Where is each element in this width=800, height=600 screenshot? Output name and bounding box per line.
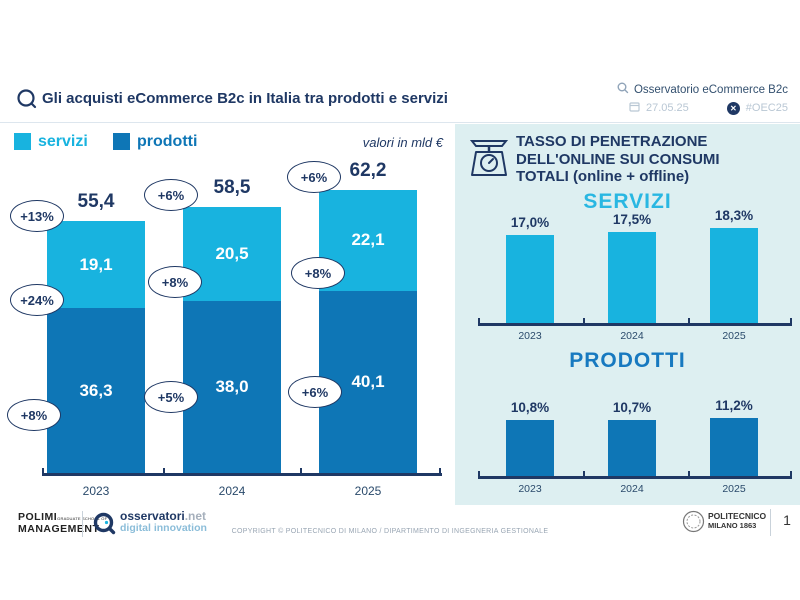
- prodotti-x-axis: [478, 476, 792, 479]
- copyright-text: COPYRIGHT © POLITECNICO DI MILANO / DIPA…: [231, 528, 549, 535]
- mini-label-prodotti-2024: 10,7%: [612, 400, 652, 416]
- mini-year-servizi-2024: 2024: [620, 330, 644, 342]
- growth-bubble-servizi-2025: +8%: [291, 257, 345, 289]
- mini-year-servizi-2025: 2025: [722, 330, 746, 342]
- axis-tick: [790, 318, 792, 325]
- axis-tick: [300, 468, 302, 475]
- mini-year-servizi-2023: 2023: [518, 330, 542, 342]
- politecnico-milano-logo: POLITECNICO MILANO 1863: [708, 511, 767, 531]
- page-number: 1: [783, 512, 791, 528]
- year-label-2025: 2025: [354, 484, 382, 498]
- event-hashtag: #OEC25: [745, 102, 788, 114]
- axis-tick: [688, 318, 690, 325]
- header-meta: Osservatorio eCommerce B2c 27.05.25 ✕ #O…: [578, 82, 788, 115]
- mini-label-prodotti-2025: 11,2%: [715, 397, 753, 413]
- axis-tick: [478, 318, 480, 325]
- axis-tick: [439, 468, 441, 475]
- growth-bubble-prodotti-2023: +8%: [7, 399, 61, 431]
- mini-bar-prodotti-2024: [608, 420, 656, 476]
- mini-label-prodotti-2023: 10,8%: [510, 399, 550, 415]
- page-title: Gli acquisti eCommerce B2c in Italia tra…: [42, 90, 448, 107]
- servizi-x-axis: [478, 323, 792, 326]
- growth-bubble-servizi-2023: +24%: [10, 284, 64, 316]
- growth-bubble-prodotti-2025: +6%: [288, 376, 342, 408]
- growth-bubble-total-2023: +13%: [10, 200, 64, 232]
- mini-year-prodotti-2024: 2024: [620, 483, 644, 495]
- legend-label-servizi: servizi: [38, 133, 88, 150]
- axis-tick: [688, 471, 690, 478]
- total-label-2023: 55,4: [77, 191, 115, 213]
- osservatori-logo-icon: [92, 511, 117, 541]
- title-magnifier-icon: [16, 88, 38, 115]
- growth-bubble-total-2025: +6%: [287, 161, 341, 193]
- year-label-2023: 2023: [82, 484, 110, 498]
- event-date: 27.05.25: [645, 102, 689, 114]
- footer-divider: [82, 511, 83, 537]
- growth-bubble-prodotti-2024: +5%: [144, 381, 198, 413]
- main-x-axis: [42, 473, 442, 476]
- panel-title: TASSO DI PENETRAZIONE DELL'ONLINE SUI CO…: [516, 133, 720, 185]
- mini-bar-prodotti-2023: [506, 419, 554, 476]
- calendar-icon: [629, 101, 640, 115]
- axis-tick: [42, 468, 44, 475]
- growth-bubble-total-2024: +6%: [144, 179, 198, 211]
- mini-bar-prodotti-2025: [710, 417, 758, 476]
- axis-tick: [163, 468, 165, 475]
- total-label-2024: 58,5: [213, 176, 251, 198]
- mini-year-prodotti-2023: 2023: [518, 483, 542, 495]
- prodotti-section-title: PRODOTTI: [569, 349, 686, 372]
- legend-label-prodotti: prodotti: [137, 133, 198, 150]
- legend-swatch-prodotti: [113, 133, 130, 150]
- kitchen-scale-icon: [466, 133, 512, 186]
- header-divider: [0, 122, 800, 123]
- osservatorio-logo-icon: [617, 82, 629, 97]
- observatory-name: Osservatorio eCommerce B2c: [633, 83, 788, 96]
- axis-tick: [583, 471, 585, 478]
- servizi-section-title: SERVIZI: [583, 190, 672, 213]
- axis-tick: [583, 318, 585, 325]
- bar-2023-servizi: 19,1: [47, 221, 145, 309]
- x-twitter-icon: ✕: [726, 101, 740, 115]
- mini-label-servizi-2024: 17,5%: [612, 212, 652, 227]
- mini-label-servizi-2023: 17,0%: [510, 214, 550, 230]
- mini-bar-servizi-2025: [710, 227, 758, 323]
- year-label-2024: 2024: [218, 484, 246, 498]
- mini-bar-servizi-2023: [506, 234, 554, 323]
- total-label-2025: 62,2: [349, 160, 387, 182]
- growth-bubble-servizi-2024: +8%: [148, 266, 202, 298]
- bar-2023-prodotti: 36,3: [47, 308, 145, 474]
- legend-swatch-servizi: [14, 133, 31, 150]
- mini-label-servizi-2025: 18,3%: [714, 207, 754, 223]
- axis-tick: [790, 471, 792, 478]
- axis-tick: [478, 471, 480, 478]
- mini-year-prodotti-2025: 2025: [722, 483, 746, 495]
- unit-note: valori in mld €: [362, 135, 443, 150]
- footer-divider-right: [770, 509, 771, 536]
- mini-bar-servizi-2024: [608, 232, 656, 323]
- osservatori-logo-text: osservatori.net digital innovation: [120, 509, 207, 534]
- bar-2024-prodotti: 38,0: [183, 300, 281, 474]
- politecnico-seal-icon: [682, 510, 705, 538]
